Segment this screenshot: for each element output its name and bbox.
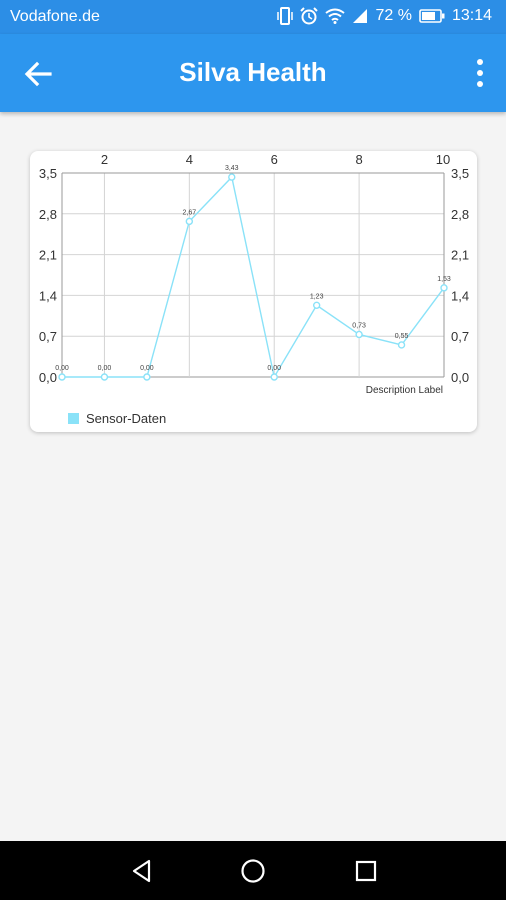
x-tick-label: 6 xyxy=(271,152,278,167)
data-point xyxy=(100,373,109,381)
x-tick-label: 4 xyxy=(186,152,193,167)
y-tick-label-right: 3,5 xyxy=(451,166,469,181)
data-label: 0,00 xyxy=(55,365,69,372)
data-label: 1,23 xyxy=(310,293,324,300)
x-tick-label: 2 xyxy=(101,152,108,167)
signal-icon xyxy=(353,9,368,23)
status-bar: Vodafone.de 72 % 13:14 xyxy=(0,0,506,34)
y-tick-label-left: 3,5 xyxy=(39,166,57,181)
more-vert-icon[interactable] xyxy=(474,58,486,88)
y-tick-label-left: 0,0 xyxy=(39,370,57,385)
chart-card: 0,0 0,0 0,7 0,7 1,4 1,4 2,1 2,1 2,8 2,8 3,5 3,5 2 4 6 8… xyxy=(30,151,477,432)
description-label: Description Label xyxy=(366,385,443,396)
y-tick-label-right: 1,4 xyxy=(451,288,469,303)
data-label: 1,53 xyxy=(437,276,451,283)
page-title: Silva Health xyxy=(179,57,327,87)
battery-percent: 72 % xyxy=(375,7,412,24)
legend-label: Sensor-Daten xyxy=(86,411,167,426)
y-tick-label-left: 2,1 xyxy=(39,248,57,263)
x-tick-label: 8 xyxy=(355,152,362,167)
data-point xyxy=(355,330,363,339)
navigation-bar xyxy=(0,841,506,900)
y-tick-label-right: 0,7 xyxy=(451,329,469,344)
wifi-icon xyxy=(325,8,346,24)
line-chart: 0,0 0,0 0,7 0,7 1,4 1,4 2,1 2,1 2,8 2,8 3,5 3,5 2 4 6 8… xyxy=(39,152,469,396)
circle-home-icon[interactable] xyxy=(239,857,267,885)
y-tick-label-left: 2,8 xyxy=(39,207,57,222)
data-point xyxy=(397,341,406,349)
data-point xyxy=(58,373,66,381)
y-tick-label-right: 2,8 xyxy=(451,207,469,222)
data-label: 0,00 xyxy=(98,365,112,372)
data-point xyxy=(143,373,151,381)
data-point xyxy=(270,373,278,381)
data-point xyxy=(228,173,236,181)
clock: 13:14 xyxy=(451,7,492,24)
y-tick-label-left: 0,7 xyxy=(39,329,57,344)
series-line xyxy=(62,175,445,379)
chart-legend: Sensor-Daten xyxy=(68,411,166,426)
data-point xyxy=(440,284,448,292)
vibrate-icon xyxy=(277,7,294,25)
data-label: 0,73 xyxy=(352,322,366,329)
battery-icon xyxy=(419,9,445,23)
data-label: 0,00 xyxy=(140,365,154,372)
x-tick-label: 10 xyxy=(436,152,450,167)
arrow-left-icon[interactable] xyxy=(22,58,54,90)
legend-swatch xyxy=(68,413,79,424)
alarm-icon xyxy=(300,7,319,25)
data-point xyxy=(312,301,321,310)
data-label: 0,55 xyxy=(395,333,409,340)
y-tick-label-right: 2,1 xyxy=(451,248,469,263)
app-bar: Silva Health xyxy=(0,34,506,112)
y-tick-label-right: 0,0 xyxy=(451,370,469,385)
triangle-back-icon[interactable] xyxy=(128,857,156,885)
carrier-name: Vodafone.de xyxy=(10,8,100,25)
data-point xyxy=(185,217,194,226)
y-tick-label-left: 1,4 xyxy=(39,288,57,303)
data-label: 3,43 xyxy=(225,165,239,172)
data-label: 2,67 xyxy=(183,209,197,216)
data-label: 0,00 xyxy=(267,365,281,372)
square-recents-icon[interactable] xyxy=(352,857,380,885)
